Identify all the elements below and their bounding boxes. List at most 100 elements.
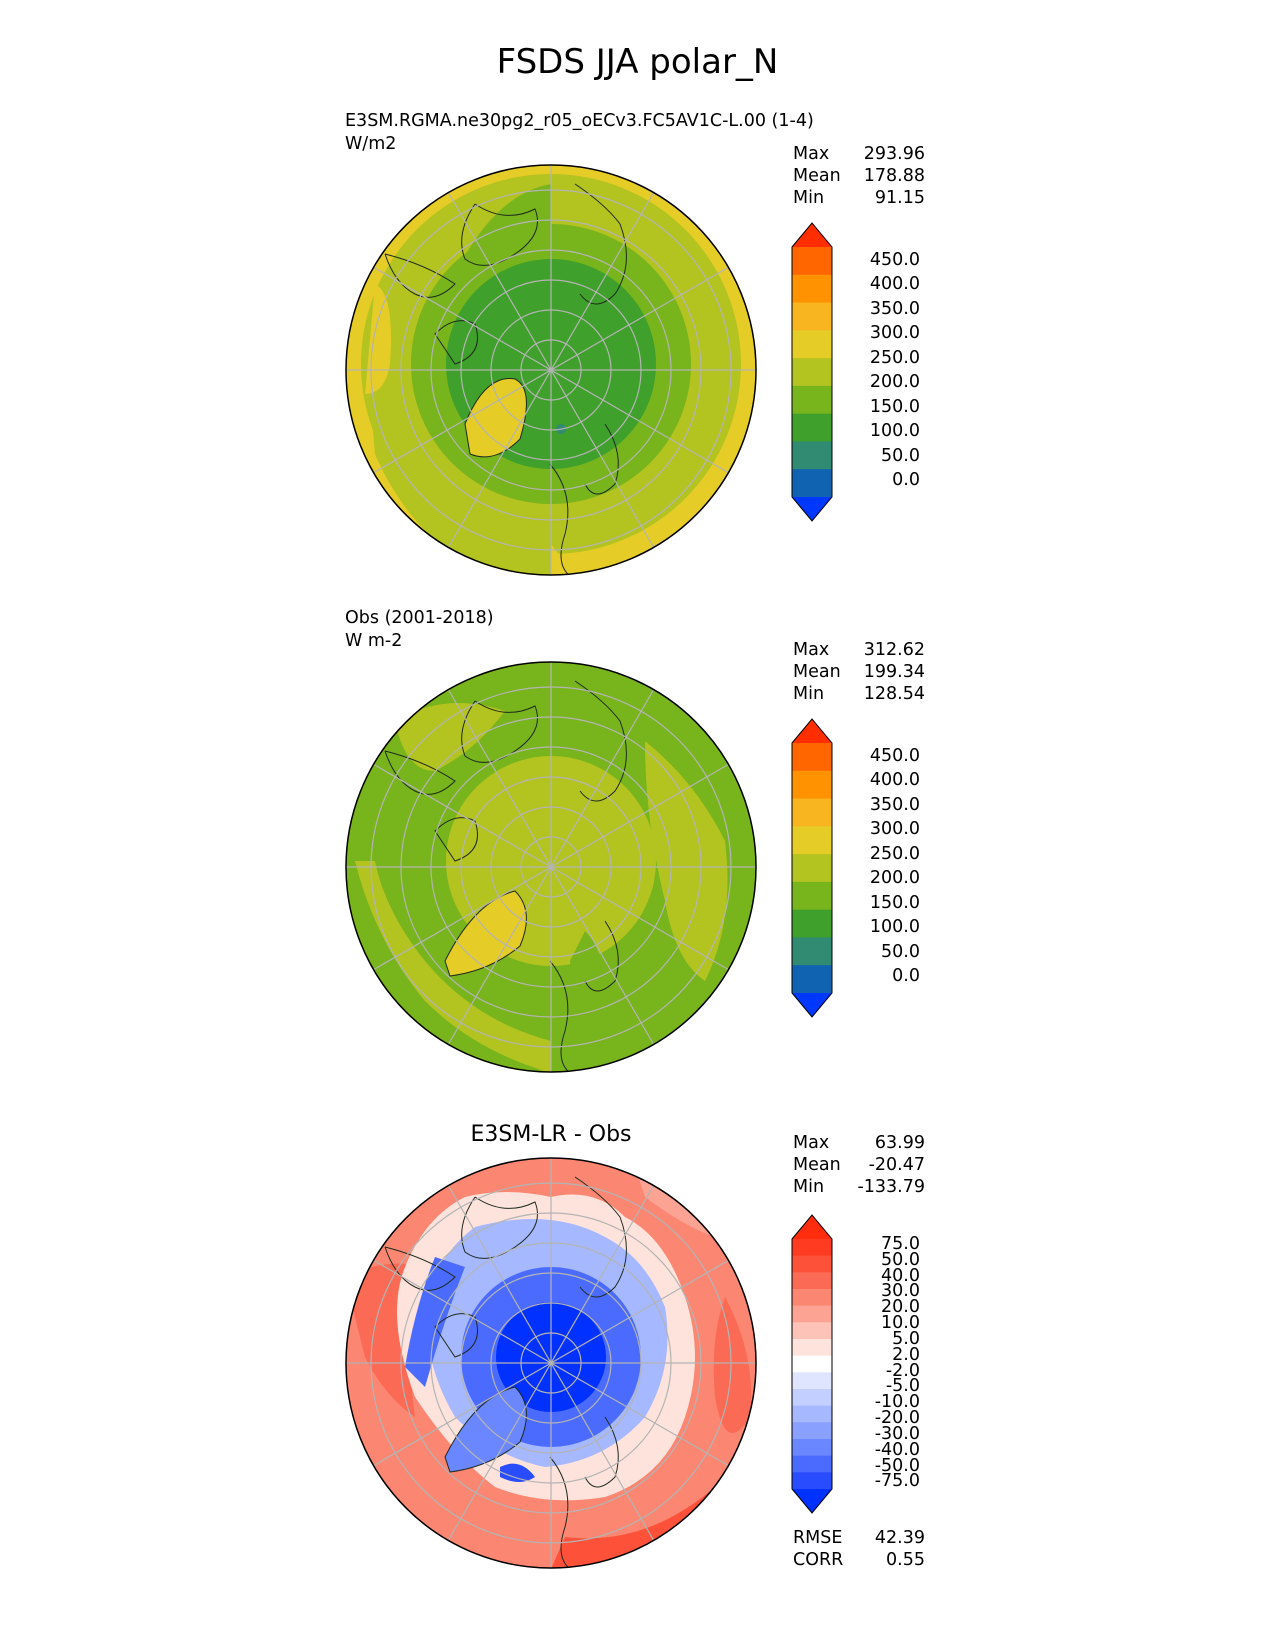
colorbar-tick-label: -40.0 bbox=[874, 1440, 920, 1460]
colorbar-tick-label: 20.0 bbox=[881, 1297, 920, 1317]
coastline bbox=[434, 817, 478, 862]
coastline bbox=[549, 463, 571, 575]
stat-value: 91.15 bbox=[874, 188, 925, 208]
coastline bbox=[549, 960, 571, 1072]
colorbar-segment bbox=[792, 413, 832, 442]
colorbar-segment bbox=[792, 1389, 832, 1407]
colorbar-tick-label: 200.0 bbox=[869, 372, 920, 392]
metric-key: RMSE bbox=[793, 1528, 843, 1548]
metric-value: 42.39 bbox=[874, 1528, 925, 1548]
stat-value: 199.34 bbox=[863, 662, 925, 682]
colorbar-tick-label: 450.0 bbox=[869, 250, 920, 270]
coastline bbox=[384, 253, 456, 298]
coastline bbox=[584, 920, 619, 992]
stat-value: 63.99 bbox=[874, 1133, 925, 1153]
stat-key: Mean bbox=[793, 662, 841, 682]
colorbar-segment bbox=[792, 1322, 832, 1340]
colorbar-extend-bottom bbox=[792, 1489, 832, 1513]
colorbar-tick-label: -30.0 bbox=[874, 1424, 920, 1444]
colorbar-segment bbox=[792, 1405, 832, 1423]
colorbar-tick-label: -5.0 bbox=[885, 1376, 920, 1396]
colorbar-segment bbox=[792, 441, 832, 470]
coastline bbox=[461, 1196, 538, 1259]
colorbar-outline bbox=[791, 1214, 833, 1514]
colorbar-tick-label: 400.0 bbox=[869, 770, 920, 790]
colorbar-segment bbox=[792, 798, 832, 827]
coastline bbox=[574, 680, 627, 802]
colorbar-tick-label: 30.0 bbox=[881, 1281, 920, 1301]
colorbar-tick-label: 100.0 bbox=[869, 421, 920, 441]
coastline bbox=[574, 183, 627, 305]
colorbar-tick-label: 150.0 bbox=[869, 893, 920, 913]
colorbar-segment bbox=[792, 1455, 832, 1473]
diff-colorbar bbox=[791, 1214, 833, 1514]
colorbar-segment bbox=[792, 743, 832, 772]
diff-polar-map bbox=[345, 1157, 757, 1569]
colorbar-segment bbox=[792, 1472, 832, 1490]
greenland-region bbox=[445, 1387, 527, 1472]
colorbar-tick-label: 40.0 bbox=[881, 1266, 920, 1286]
colorbar-segment bbox=[792, 937, 832, 966]
diff-colorbar-ticks: 75.0 50.0 40.0 30.0 20.0 10.0 5.0 2.0 -2… bbox=[840, 1214, 920, 1514]
colorbar-segment bbox=[792, 770, 832, 800]
colorbar-segment bbox=[792, 469, 832, 498]
graticule bbox=[346, 1158, 756, 1568]
coastline bbox=[464, 378, 527, 458]
colorbar-segment bbox=[792, 1239, 832, 1257]
coastlines bbox=[384, 183, 627, 575]
map-region bbox=[395, 703, 505, 771]
colorbar-tick-label: 100.0 bbox=[869, 917, 920, 937]
stat-value: 178.88 bbox=[863, 166, 925, 186]
colorbar-tick-label: 50.0 bbox=[881, 1250, 920, 1270]
colorbar-tick-label: 300.0 bbox=[869, 819, 920, 839]
colorbar-segment bbox=[792, 1439, 832, 1457]
map-region bbox=[500, 1463, 535, 1482]
stat-key: Max bbox=[793, 1133, 830, 1153]
map-border bbox=[345, 1157, 757, 1569]
colorbar-tick-label: 5.0 bbox=[892, 1329, 920, 1349]
coastline bbox=[584, 1416, 619, 1488]
obs-name-label: Obs (2001-2018) bbox=[345, 608, 494, 628]
stat-value: 312.62 bbox=[863, 640, 925, 660]
colorbar-tick-label: 400.0 bbox=[869, 274, 920, 294]
colorbar-extend-top bbox=[792, 223, 832, 247]
colorbar-extend-bottom bbox=[792, 497, 832, 521]
coastline bbox=[384, 1246, 456, 1291]
colorbar-tick-label: -10.0 bbox=[874, 1392, 920, 1412]
coastline bbox=[434, 1313, 478, 1358]
stat-value: 293.96 bbox=[863, 144, 925, 164]
colorbar-tick-label: 150.0 bbox=[869, 397, 920, 417]
model-polar-map bbox=[345, 164, 757, 576]
colorbar-segment bbox=[792, 330, 832, 359]
colorbar-segment bbox=[792, 385, 832, 415]
diff-metrics: RMSE 42.39 CORR 0.55 bbox=[793, 1527, 925, 1571]
stat-key: Max bbox=[793, 640, 830, 660]
model-units-label: W/m2 bbox=[345, 134, 397, 154]
colorbar-tick-label: -20.0 bbox=[874, 1408, 920, 1428]
meridian bbox=[447, 688, 655, 1046]
map-region bbox=[551, 544, 575, 575]
coastline bbox=[434, 320, 478, 365]
colorbar-segment bbox=[792, 1272, 832, 1290]
coastline bbox=[461, 203, 538, 266]
coastline bbox=[384, 750, 456, 795]
colorbar-tick-label: 350.0 bbox=[869, 795, 920, 815]
colorbar-tick-label: 2.0 bbox=[892, 1345, 920, 1365]
colorbar-segment bbox=[792, 1305, 832, 1323]
map-border bbox=[345, 661, 757, 1073]
colorbar-extend-top bbox=[792, 1215, 832, 1239]
coastline bbox=[574, 1176, 627, 1298]
obs-colorbar bbox=[791, 718, 833, 1018]
colorbar-segment bbox=[792, 965, 832, 994]
obs-polar-map bbox=[345, 661, 757, 1073]
colorbar-tick-label: 200.0 bbox=[869, 868, 920, 888]
diff-panel-title: E3SM-LR - Obs bbox=[470, 1122, 632, 1147]
greenland-region bbox=[445, 891, 527, 976]
coastline bbox=[549, 1456, 571, 1568]
colorbar-tick-label: 50.0 bbox=[881, 446, 920, 466]
colorbar-extend-top bbox=[792, 719, 832, 743]
map-region bbox=[355, 861, 551, 1072]
stat-key: Mean bbox=[793, 166, 841, 186]
stat-key: Min bbox=[793, 684, 825, 704]
colorbar-segment bbox=[792, 909, 832, 938]
